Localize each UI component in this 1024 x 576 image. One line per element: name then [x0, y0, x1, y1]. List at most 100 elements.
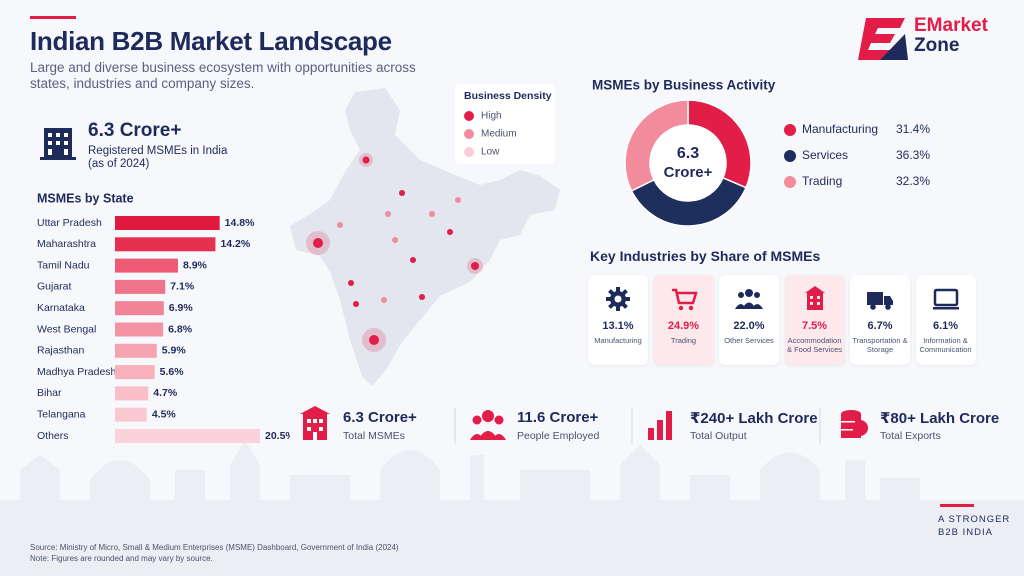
industry-label: Manufacturing [594, 336, 642, 345]
center-label: 6.3 [677, 145, 699, 162]
industry-value: 13.1% [602, 320, 634, 332]
value-label: 5.9% [162, 345, 187, 357]
legend-swatch [464, 147, 474, 157]
category-label: Maharashtra [37, 238, 96, 250]
accent-line [30, 16, 76, 19]
legend-label: Low [481, 147, 500, 158]
kpi-value: ₹80+ Lakh Crore [880, 410, 1000, 427]
industry-card: 6.7% Transportation & Storage [850, 275, 910, 365]
value-label: 4.7% [153, 387, 178, 399]
legend-label: Services [802, 148, 848, 162]
map-legend-title: Business Density [464, 90, 552, 102]
value-label: 14.8% [225, 217, 255, 229]
industry-card: 24.9% Trading [653, 275, 714, 365]
kpi-value: ₹240+ Lakh Crore [690, 410, 818, 427]
value-label: 20.5% [265, 430, 290, 442]
kpi-divider [454, 408, 821, 444]
section-title: Key Industries by Share of MSMEs [590, 248, 821, 264]
tagline: A STRONGER [938, 514, 1011, 525]
industry-card: 13.1% Manufacturing [588, 275, 648, 365]
industry-icon [671, 288, 698, 311]
bar [115, 237, 216, 252]
kpi-label: Total Exports [880, 430, 941, 442]
category-label: Bihar [37, 387, 62, 399]
industry-value: 22.0% [733, 320, 765, 332]
value-label: 31.4% [896, 122, 930, 136]
bar [115, 301, 164, 316]
kpi-label: People Employed [517, 430, 600, 442]
industry-value: 6.7% [867, 320, 893, 332]
legend-label: Medium [481, 129, 517, 140]
bar [115, 365, 155, 380]
industry-icon [735, 289, 763, 309]
category-label: Tamil Nadu [37, 259, 90, 271]
value-label: 32.3% [896, 174, 930, 188]
bar [115, 322, 164, 337]
category-label: Madhya Pradesh [37, 366, 117, 378]
tagline: B2B INDIA [938, 527, 993, 538]
legend-swatch [784, 124, 796, 136]
legend-label: Trading [802, 174, 842, 188]
legend-swatch [464, 111, 474, 121]
bar [115, 429, 260, 443]
center-label: Crore+ [664, 164, 713, 181]
kpi-label: Total MSMEs [343, 430, 405, 442]
kpi-value: 6.3 Crore+ [343, 409, 417, 426]
industry-icon [867, 292, 893, 310]
industry-label: Trading [670, 336, 697, 345]
kpi-icon [300, 406, 868, 440]
skyline [0, 440, 1024, 576]
value-label: 7.1% [170, 281, 195, 293]
value-label: 6.9% [169, 302, 194, 314]
bar [115, 386, 149, 401]
donut-chart: MSMEs by Business Activity Manufacturing 3… [592, 78, 930, 227]
legend-swatch [784, 150, 796, 162]
note: Note: Figures are rounded and may vary b… [30, 554, 213, 563]
category-label: West Bengal [37, 323, 96, 335]
industry-icon [606, 287, 630, 311]
category-label: Rajasthan [37, 345, 84, 357]
logo-text: Zone [914, 35, 960, 56]
category-label: Uttar Pradesh [37, 217, 102, 229]
industry-label: Other Services [724, 336, 774, 345]
bar-chart: MSMEs by State Uttar Pradesh 14.8% Maharash… [37, 191, 290, 443]
value-label: 5.6% [160, 366, 185, 378]
industry-value: 7.5% [801, 320, 828, 332]
legend-swatch [784, 176, 796, 188]
donut-slice [624, 99, 689, 192]
bar [115, 258, 178, 273]
logo-text: EMarket [914, 15, 988, 36]
category-label: Karnataka [37, 302, 85, 314]
headline-label: Registered MSMEs in India [88, 145, 228, 157]
bar [115, 216, 220, 230]
subtitle: Large and diverse business ecosystem wit… [30, 60, 416, 91]
kpi-label: Total Output [690, 430, 747, 442]
source: Source: Ministry of Micro, Small & Mediu… [30, 543, 399, 552]
chart-title: MSMEs by State [37, 191, 134, 205]
kpi-icon-detail [307, 419, 855, 440]
industry-value: 24.9% [667, 320, 700, 332]
value-label: 8.9% [183, 259, 208, 271]
accent-line [940, 504, 974, 507]
building-icon [40, 128, 76, 160]
industry-card: 6.1% Information & Communication [915, 275, 976, 365]
industry-label: Transportation & Storage [852, 336, 908, 354]
legend-label: High [481, 111, 502, 122]
category-label: Gujarat [37, 281, 72, 293]
value-label: 14.2% [220, 238, 250, 250]
logo-mark [858, 18, 908, 60]
industry-value: 6.1% [932, 320, 959, 332]
title: Indian B2B Market Landscape [30, 26, 392, 56]
bar [115, 407, 147, 422]
donut-slice [630, 176, 747, 227]
industry-label: Accommodation & Food Services [786, 336, 843, 354]
industry-icon [932, 288, 959, 310]
bar [115, 279, 166, 294]
value-label: 6.8% [168, 323, 193, 335]
value-label: 4.5% [152, 408, 177, 420]
legend-label: Manufacturing [802, 122, 878, 136]
industry-label: Information & Communication [919, 336, 972, 354]
headline-note: (as of 2024) [88, 158, 150, 170]
